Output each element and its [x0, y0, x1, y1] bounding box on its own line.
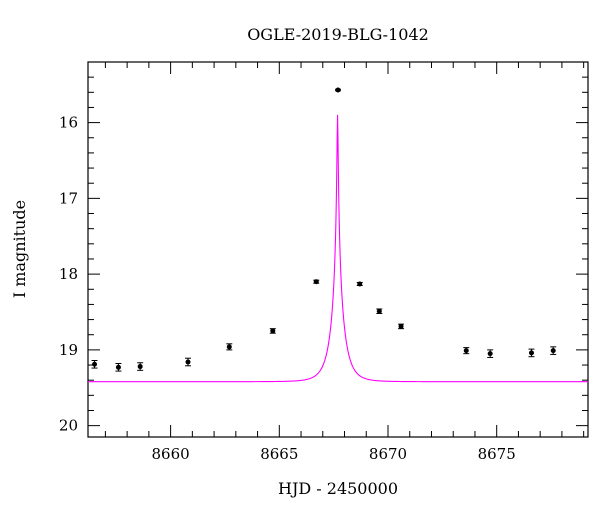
x-axis-label: HJD - 2450000 [278, 479, 398, 498]
x-tick-label: 8665 [260, 445, 298, 463]
data-point [185, 359, 191, 365]
data-point [376, 308, 382, 314]
y-tick-label: 17 [59, 189, 78, 207]
data-point [115, 364, 121, 370]
data-point [226, 344, 232, 350]
data-point [463, 348, 469, 354]
data-point [487, 351, 493, 357]
model-curve [88, 114, 588, 383]
data-point [270, 328, 276, 334]
data-point [313, 279, 319, 285]
y-tick-label: 18 [59, 265, 78, 283]
data-point [92, 361, 98, 367]
y-tick-label: 20 [59, 417, 78, 435]
x-tick-label: 8660 [152, 445, 190, 463]
data-point [137, 364, 143, 370]
x-tick-label: 8670 [369, 445, 407, 463]
data-point [335, 87, 341, 93]
x-tick-label: 8675 [478, 445, 516, 463]
plot-area: 8660 8665 8670 8675 16 17 18 19 20 [59, 61, 589, 463]
data-point [528, 350, 534, 356]
data-point [398, 323, 404, 329]
y-tick-label: 16 [59, 114, 78, 132]
y-axis-label: I magnitude [10, 200, 29, 298]
chart-title: OGLE-2019-BLG-1042 [247, 25, 429, 44]
y-tick-label: 19 [59, 341, 78, 359]
data-point [357, 281, 363, 287]
data-point [550, 348, 556, 354]
plot-frame [87, 61, 589, 438]
